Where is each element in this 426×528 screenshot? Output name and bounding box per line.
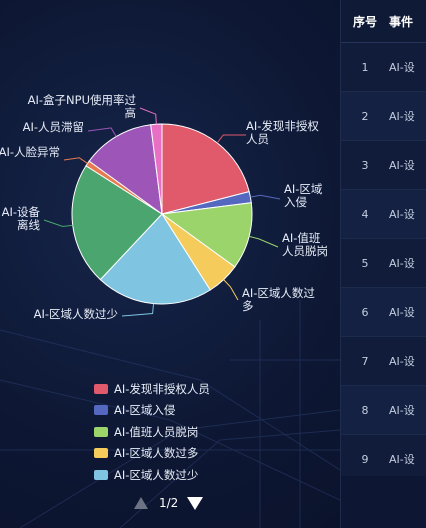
row-number: 2 [361,109,369,123]
pie-leader-line [216,134,247,144]
row-event: AI-设 [389,404,415,417]
legend-pager: 1/2 [134,496,204,510]
pie-leader-line [43,219,73,228]
pie-slice[interactable] [88,124,163,216]
event-pie-chart-panel: AI-发现非授权人员 AI-区域入侵 AI-值班人员脱岗 AI-区域人数过多 AI-区域… [0,93,328,510]
table-footer [341,476,426,528]
row-number: 9 [361,452,369,466]
event-table: 序号 事件 1 AI-设 2 AI-设 3 AI-设 4 AI-设 5 AI-设 6 AI-… [340,0,426,528]
table-row[interactable]: 6 AI-设 [341,288,426,337]
table-row[interactable]: 7 AI-设 [341,337,426,386]
legend-label: AI-区域人数过多 [114,446,199,461]
row-number: 6 [361,305,369,319]
pie-slice-label: AI-区域入侵 [284,182,323,209]
page-up-arrow-icon[interactable] [134,497,148,509]
row-event: AI-设 [389,159,415,172]
page-indicator: 1/2 [159,496,179,510]
pie-slice[interactable] [71,165,163,281]
legend-label: AI-发现非授权人员 [114,381,210,396]
pie-slice[interactable] [150,123,163,215]
row-number: 1 [361,60,369,74]
row-number: 8 [361,403,369,417]
page-down-arrow-icon[interactable] [187,496,204,510]
pie-slice-label: AI-盒子NPU使用率过高 [28,93,137,120]
pie-slice-label: AI-人员滞留 [23,120,84,134]
pie-slice-label: AI-发现非授权人员 [246,119,319,146]
pie-slice-label: AI-人脸异常 [0,145,60,159]
legend-item[interactable]: AI-区域人数过多 [94,443,210,465]
table-row[interactable]: 4 AI-设 [341,190,426,239]
pie-leader-line [121,303,155,317]
pie-slice-label: AI-值班人员脱岗 [282,231,328,258]
legend-item[interactable]: AI-发现非授权人员 [94,378,210,400]
row-event: AI-设 [389,208,415,221]
pie-slice-label: AI-区域人数过少 [34,307,118,321]
column-header-event[interactable]: 事件 [389,14,414,29]
legend-item[interactable]: AI-区域人数过少 [94,464,210,486]
pie-leader-line [139,107,157,125]
legend-swatch [94,405,108,416]
chart-legend: AI-发现非授权人员 AI-区域入侵 AI-值班人员脱岗 AI-区域人数过多 A… [94,378,210,486]
legend-item[interactable]: AI-区域入侵 [94,400,210,422]
table-row[interactable]: 5 AI-设 [341,239,426,288]
column-header-no[interactable]: 序号 [352,14,377,29]
row-event: AI-设 [389,257,415,270]
table-body: 1 AI-设 2 AI-设 3 AI-设 4 AI-设 5 AI-设 6 AI-设 7 AI-… [341,43,426,484]
legend-swatch [94,426,108,437]
pie-leader-line [63,157,88,164]
row-event: AI-设 [389,110,415,123]
pie-slice-label: AI-设备离线 [2,205,41,232]
pie-slice-label: AI-区域人数过多 [242,286,315,313]
pie-slice[interactable] [160,202,253,268]
legend-label: AI-区域入侵 [114,403,176,418]
table-row[interactable]: 8 AI-设 [341,386,426,435]
table-row[interactable]: 1 AI-设 [341,43,426,92]
table-row[interactable]: 2 AI-设 [341,92,426,141]
table-row[interactable]: 3 AI-设 [341,141,426,190]
row-number: 4 [361,207,369,221]
row-event: AI-设 [389,453,415,466]
pie-leader-line [87,127,117,137]
row-event: AI-设 [389,61,415,74]
row-number: 3 [361,158,369,172]
legend-swatch [94,469,108,480]
pie-leader-line [223,279,239,301]
row-event: AI-设 [389,306,415,319]
row-number: 5 [361,256,369,270]
table-header: 序号 事件 [341,0,426,43]
legend-swatch [94,448,108,459]
pie-slice[interactable] [161,123,250,215]
pie-chart: AI-发现非授权人员 AI-区域入侵 AI-值班人员脱岗 AI-区域人数过多 AI-区域… [0,93,328,321]
legend-label: AI-值班人员脱岗 [114,424,199,439]
legend-label: AI-区域人数过少 [114,467,199,482]
legend-swatch [94,383,108,394]
row-number: 7 [361,354,369,368]
pie-slice[interactable] [99,213,211,305]
row-event: AI-设 [389,355,415,368]
pie-leader-line [250,194,281,200]
pie-leader-line [249,235,279,248]
legend-item[interactable]: AI-值班人员脱岗 [94,421,210,443]
